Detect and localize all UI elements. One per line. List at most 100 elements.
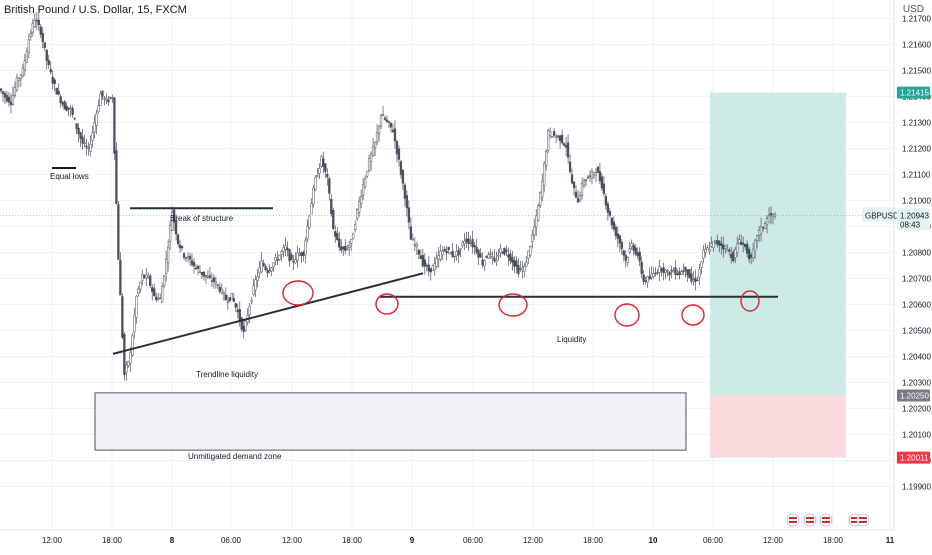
candle-body (676, 273, 679, 275)
demand-zone[interactable] (94, 392, 687, 451)
candle-body (55, 88, 58, 95)
candle-body (19, 74, 23, 79)
candle-body (186, 256, 190, 259)
candle-body (250, 299, 253, 302)
candle-body (67, 107, 70, 110)
candle-body (391, 129, 395, 133)
candle-body (93, 122, 96, 133)
candle-body (236, 309, 239, 313)
candle-body (495, 260, 498, 263)
candle-body (176, 234, 180, 245)
candle-body (630, 243, 633, 248)
flag-icon-stripe (789, 519, 797, 521)
candle-body (63, 101, 66, 110)
candle-body (399, 161, 403, 175)
flag-icon[interactable] (856, 513, 870, 527)
current-price-badge (897, 208, 930, 231)
candle-body (401, 170, 405, 184)
candle-body (198, 271, 202, 273)
candle-body (531, 234, 534, 242)
candle-body (338, 238, 341, 248)
candle-body (252, 285, 255, 295)
candle-body (646, 276, 649, 283)
candle-body (274, 257, 277, 261)
candle-body (509, 253, 512, 262)
trendline[interactable] (112, 272, 424, 355)
candle-body (294, 259, 297, 264)
candle-body (718, 240, 721, 246)
liquidity-circle (375, 293, 399, 315)
candle-body (125, 364, 128, 373)
candle-body (111, 97, 114, 100)
candle-body (736, 243, 739, 253)
flag-icon[interactable] (786, 513, 800, 527)
liquidity-circle (614, 303, 640, 327)
chart-title: British Pound / U.S. Dollar, 15, FXCM (4, 4, 187, 16)
candle-body (475, 247, 478, 253)
candle-body (350, 239, 353, 244)
candle-body (670, 269, 673, 272)
candle-body (403, 184, 407, 199)
candle-body (272, 262, 275, 267)
economic-event-icons[interactable] (786, 513, 870, 527)
symbol-badge (862, 207, 896, 222)
candle-body (387, 121, 391, 123)
candle-body (389, 122, 393, 128)
candle-body (149, 275, 152, 286)
candle-body (610, 217, 613, 226)
candle-body (178, 244, 182, 249)
break-of-structure-label: Break of structure (170, 214, 234, 223)
candle-body (551, 136, 554, 138)
candle-body (463, 240, 466, 245)
candle-body (53, 79, 56, 84)
time-tick: 12:00 (523, 536, 544, 545)
candle-body (525, 262, 528, 267)
candle-body (469, 242, 472, 244)
price-tick: 1.19900 (902, 483, 931, 492)
candle-body (296, 252, 299, 261)
candle-body (312, 187, 315, 205)
candle-body (174, 220, 178, 235)
candle-body (720, 243, 723, 246)
candle-body (397, 148, 401, 160)
candle-body (674, 267, 677, 275)
flag-icon[interactable] (819, 513, 833, 527)
candle-body (87, 147, 90, 149)
candle-body (214, 281, 218, 284)
time-axis-ticks[interactable]: 12:00 18:00 8 06:00 12:00 18:00 9 06:00 12:00 18:… (42, 536, 895, 545)
candle-body (379, 115, 383, 127)
candle-body (385, 119, 389, 122)
candle-body (614, 226, 617, 237)
candle-body (41, 33, 44, 42)
candle-body (489, 253, 492, 255)
candle-body (604, 196, 608, 206)
candle-body (238, 309, 241, 321)
candle-body (363, 178, 367, 187)
candle-body (344, 246, 347, 251)
candle-body (131, 335, 134, 356)
candle-body (208, 275, 212, 278)
candle-body (278, 254, 281, 260)
candle-body (192, 261, 196, 267)
candle-body (37, 19, 40, 26)
candle-body (409, 226, 413, 240)
candle-body (204, 275, 208, 277)
candle-body (310, 203, 313, 215)
candle-body (45, 49, 48, 61)
candle-body (439, 250, 442, 260)
candle-body (710, 243, 713, 247)
stop-badge-text: 1.20011 (900, 454, 929, 463)
candle-body (473, 245, 476, 248)
flag-icon[interactable] (803, 513, 817, 527)
candle-body (109, 97, 112, 99)
candle-body (180, 246, 184, 249)
candle-body (419, 255, 422, 259)
candle-body (600, 176, 604, 189)
candle-body (276, 259, 279, 261)
candle-body (634, 247, 637, 255)
price-axis-ticks[interactable]: 1.218001.217001.216001.215001.214001.213… (902, 0, 931, 492)
candle-body (624, 254, 627, 261)
candle-body (632, 244, 635, 251)
